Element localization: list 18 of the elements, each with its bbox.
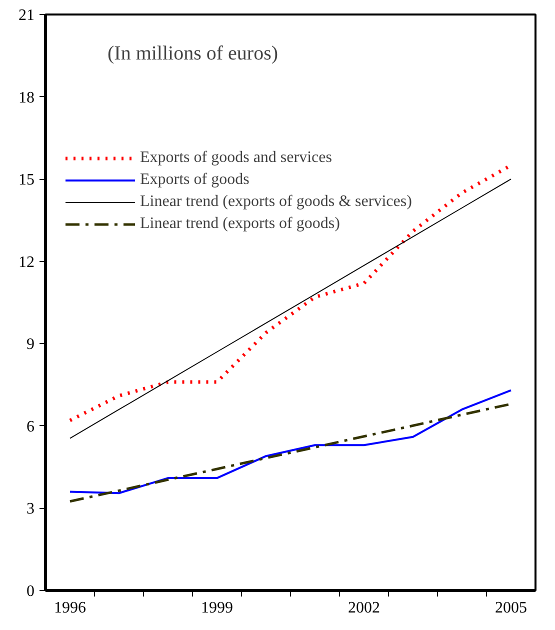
x-tick-label: 1996	[54, 600, 86, 616]
annotation: (In millions of euros)	[108, 42, 278, 64]
legend-label: Linear trend (exports of goods)	[140, 215, 340, 233]
legend-label: Linear trend (exports of goods & services)	[140, 193, 412, 211]
x-tick-label: 2005	[495, 600, 527, 616]
y-tick-label: 0	[26, 583, 34, 600]
legend-label: Exports of goods and services	[140, 149, 332, 167]
line-series	[69, 389, 512, 494]
x-tick-label: 2002	[348, 600, 380, 616]
y-tick-label: 3	[26, 500, 34, 518]
y-tick-label: 6	[26, 418, 34, 436]
legend-label: Exports of goods	[140, 171, 250, 189]
y-tick-label: 18	[18, 89, 34, 106]
y-tick-label: 15	[18, 172, 34, 189]
y-tick-label: 21	[18, 7, 34, 24]
y-tick-label: 9	[26, 336, 34, 354]
y-tick-label: 12	[18, 254, 34, 271]
x-tick-label: 1999	[201, 600, 233, 616]
